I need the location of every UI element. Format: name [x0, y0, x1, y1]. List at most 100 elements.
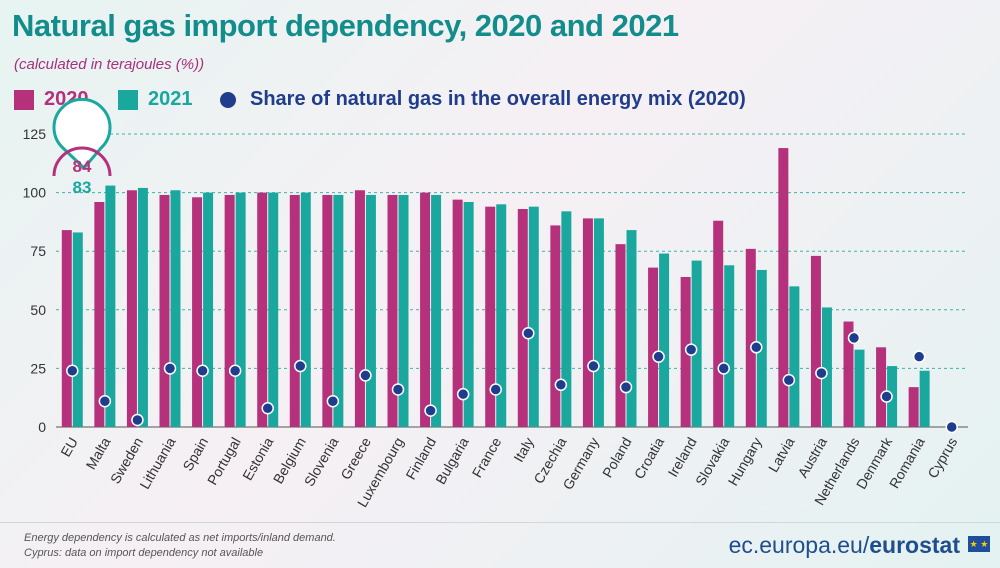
eu-flag-icon: ★ ★ [968, 536, 990, 552]
bar-2020 [387, 194, 398, 427]
bar-2020 [876, 347, 887, 427]
bar-2021 [431, 194, 442, 427]
share-dot [326, 394, 340, 408]
share-dot [131, 413, 144, 427]
x-tick-label: Malta [82, 434, 113, 472]
legend-item-share: Share of natural gas in the overall ener… [220, 88, 746, 111]
share-dot [66, 364, 79, 377]
share-dot [196, 364, 209, 377]
bar-2021 [365, 194, 376, 427]
bar-2021 [919, 370, 930, 427]
bar-2021 [821, 307, 832, 427]
bar-2020 [126, 190, 137, 427]
bar-2020 [159, 194, 170, 427]
share-dot [554, 378, 568, 392]
bar-2020 [354, 190, 365, 427]
bars-layer [61, 148, 930, 427]
share-dot [652, 350, 665, 363]
dots-layer [66, 326, 958, 434]
bar-2020 [550, 225, 561, 427]
bar-2020 [452, 199, 463, 427]
share-dot [489, 383, 502, 396]
bar-2020 [582, 218, 593, 427]
x-tick-label: France [469, 434, 505, 480]
bar-2020 [517, 209, 528, 427]
y-tick-label: 50 [30, 302, 46, 318]
bar-2021 [724, 265, 735, 427]
share-dot [522, 326, 535, 340]
legend-dot-share [220, 91, 236, 108]
bar-2020 [61, 230, 72, 427]
share-dot [228, 364, 242, 377]
footnote-definition: Energy dependency is calculated as net i… [24, 532, 336, 544]
x-tick-label: Spain [179, 435, 211, 474]
bar-2021 [137, 187, 148, 427]
legend-swatch-2020 [14, 89, 34, 110]
eurostat-brand[interactable]: ec.europa.eu/eurostat [729, 532, 960, 559]
bar-2020 [713, 220, 724, 427]
bar-2020 [420, 192, 431, 427]
bar-2021 [72, 232, 83, 427]
bar-2021 [593, 218, 604, 427]
bar-2021 [626, 230, 637, 427]
bar-2021 [691, 260, 702, 427]
y-tick-label: 100 [23, 185, 47, 201]
bar-2021 [854, 349, 865, 427]
legend-label-2021: 2021 [148, 88, 193, 110]
share-dot [424, 404, 437, 417]
share-dot [456, 387, 470, 401]
share-dot [945, 420, 958, 434]
bar-2021 [333, 194, 344, 427]
footnote-cyprus: Cyprus: data on import dependency not av… [24, 547, 264, 559]
share-dot [815, 366, 828, 380]
share-dot [847, 331, 861, 345]
brand-prefix: ec.europa.eu/ [728, 532, 870, 558]
x-tick-label: Latvia [765, 434, 798, 475]
x-tick-label: Croatia [631, 434, 668, 481]
x-tick-label: Italy [510, 435, 537, 465]
bar-2021 [463, 201, 474, 427]
bar-2021 [561, 211, 572, 427]
bar-2021 [789, 286, 800, 427]
y-tick-label: 75 [30, 243, 46, 259]
bar-2020 [810, 255, 821, 427]
share-dot [261, 401, 274, 415]
share-dot [880, 390, 893, 403]
bar-2021 [528, 206, 539, 427]
y-tick-label: 125 [23, 126, 47, 142]
chart-title: Natural gas import dependency, 2020 and … [12, 8, 679, 43]
x-tick-label: Cyprus [924, 435, 960, 481]
share-dot [619, 380, 633, 394]
y-tick-label: 0 [38, 419, 46, 435]
bar-2021 [170, 190, 181, 427]
legend-item-2021: 2021 [118, 88, 193, 111]
share-dot [587, 359, 600, 373]
share-dot [782, 373, 796, 387]
legend-swatch-2021 [118, 89, 138, 110]
bar-2021 [659, 253, 670, 427]
share-dot [163, 362, 177, 375]
legend-label-share: Share of natural gas in the overall ener… [250, 88, 746, 110]
bar-2020 [257, 192, 268, 427]
callout-value-2020: 84 [73, 157, 92, 176]
bar-2020 [192, 197, 203, 427]
bar-2021 [496, 204, 507, 427]
bar-2020 [485, 206, 496, 427]
bar-2020 [908, 387, 919, 427]
bar-2020 [224, 194, 235, 427]
callout-value-2021: 83 [73, 178, 92, 197]
brand-bold: eurostat [869, 532, 960, 558]
x-tick-label: Austria [794, 434, 830, 480]
bar-2020 [745, 248, 756, 427]
share-dot [684, 343, 698, 356]
eu-callout: 84 83 [52, 98, 112, 197]
share-dot [750, 341, 763, 354]
x-tick-label: Poland [599, 435, 635, 481]
bar-2021 [105, 185, 116, 427]
bar-2020 [843, 321, 854, 427]
bar-2021 [268, 192, 279, 427]
bar-2020 [778, 148, 789, 427]
bar-2021 [300, 192, 311, 427]
share-dot [391, 383, 405, 396]
